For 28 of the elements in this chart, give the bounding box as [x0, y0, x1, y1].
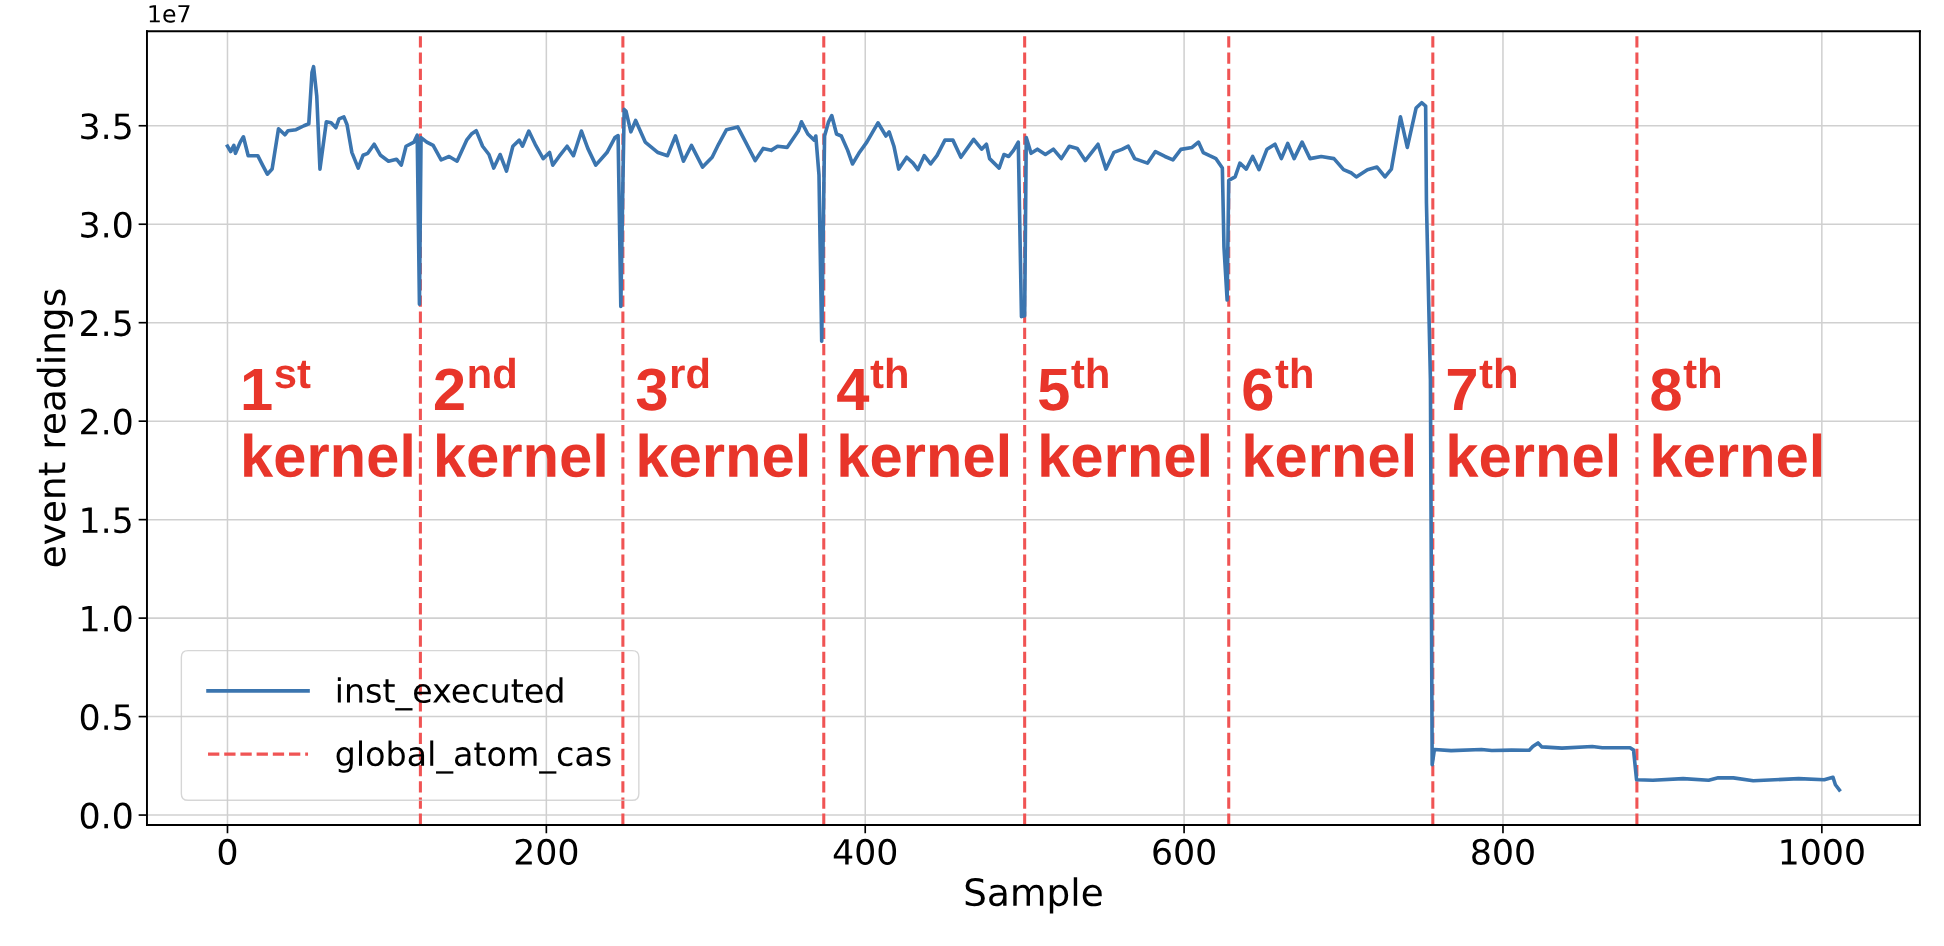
- x-tick-label: 0: [218, 838, 237, 865]
- annotation: 6$^{th}$ kernel: [1243, 357, 1413, 478]
- annotation: 3$^{rd}$ kernel: [636, 357, 808, 478]
- x-tick-label: 800: [1472, 838, 1534, 865]
- ref-line-label: global_atom_cas: [336, 740, 611, 774]
- x-tick-label: 1000: [1781, 838, 1864, 865]
- y-tick-label: 3.0: [81, 211, 132, 238]
- annotation: 1$^{st}$ kernel: [243, 360, 412, 478]
- y-tick-label: 2.5: [81, 310, 131, 337]
- text: 1e7: [149, 5, 190, 23]
- x-tick-label: 200: [515, 838, 578, 865]
- y-tick-label: 3.5: [81, 113, 131, 140]
- annotation: 7$^{th}$ kernel: [1447, 357, 1618, 478]
- x-axis-title: Sample: [965, 877, 1102, 914]
- annotation: 2$^{nd}$ kernel: [434, 357, 605, 478]
- y-tick-label: 1.0: [82, 605, 132, 632]
- annotation: 5$^{th}$ kernel: [1039, 357, 1209, 478]
- y-tick-label: 0.0: [80, 802, 132, 829]
- y-tick-label: 0.5: [80, 704, 131, 731]
- y-tick-label: 1.5: [82, 507, 131, 534]
- line-series: [225, 64, 1842, 792]
- annotation: 8$^{th}$ kernel: [1651, 357, 1822, 478]
- y-axis-title: event readings: [36, 289, 73, 567]
- legend-label: inst_executed: [337, 677, 563, 711]
- annotation: 4$^{th}$ kernel: [837, 357, 1008, 478]
- x-tick-label: 600: [1153, 838, 1215, 865]
- x-tick-label: 400: [833, 838, 897, 865]
- y-tick-label: 2.0: [81, 408, 132, 435]
